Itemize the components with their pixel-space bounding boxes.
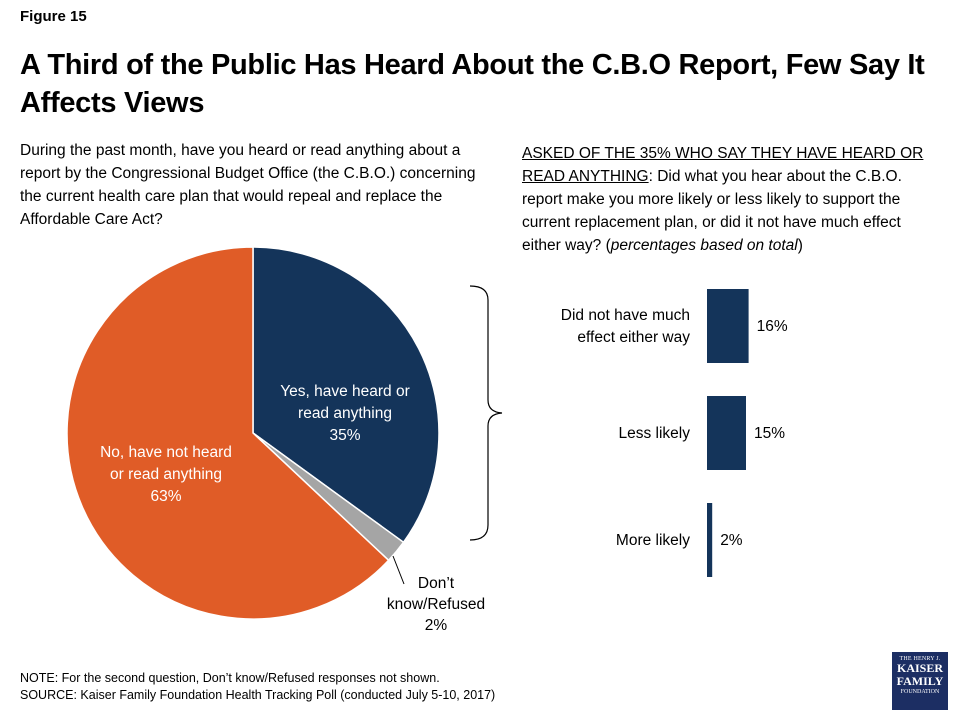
pie-label-yes: Yes, have heard or bbox=[280, 383, 410, 400]
pie-label-dont-know: Don’t bbox=[418, 575, 455, 592]
pie-slice-no bbox=[66, 246, 390, 620]
bar-value-label: 15% bbox=[754, 425, 785, 442]
pie-leader-line bbox=[392, 555, 405, 585]
pie-label-yes: read anything bbox=[298, 405, 392, 422]
logo-line-4: FOUNDATION bbox=[900, 689, 940, 695]
source-text: SOURCE: Kaiser Family Foundation Health … bbox=[20, 688, 496, 702]
pie-label-no: 63% bbox=[150, 488, 181, 505]
figure-label: Figure 15 bbox=[20, 8, 87, 25]
logo-line-1: THE HENRY J. bbox=[899, 656, 941, 662]
bar-category-label: More likely bbox=[616, 532, 690, 549]
bar-value-label: 16% bbox=[757, 318, 788, 335]
bar-category-label: effect either way bbox=[577, 329, 690, 346]
pie-slice-yes bbox=[252, 246, 440, 544]
bar-value-label: 2% bbox=[720, 532, 743, 549]
bar-1 bbox=[707, 396, 746, 470]
question-2: ASKED OF THE 35% WHO SAY THEY HAVE HEARD… bbox=[522, 142, 942, 257]
bar-category-label: Less likely bbox=[619, 425, 691, 442]
pie-label-dont-know: know/Refused bbox=[387, 596, 485, 613]
question-2-prefix: ASKED OF THE 35% WHO SAY THEY HAVE HEARD… bbox=[522, 145, 924, 185]
question-1: During the past month, have you heard or… bbox=[20, 142, 476, 228]
question-2-body: : Did what you hear about the C.B.O. rep… bbox=[522, 168, 902, 254]
pie-label-no: No, have not heard bbox=[100, 444, 232, 461]
bracket bbox=[469, 285, 503, 541]
pie-label-yes: 35% bbox=[329, 427, 360, 444]
bar-category-label: Did not have much bbox=[561, 307, 690, 324]
logo-line-2: KAISER bbox=[896, 661, 943, 675]
question-2-italic: percentages based on total bbox=[610, 237, 798, 254]
question-2-suffix: ) bbox=[797, 237, 803, 254]
kff-logo: THE HENRY J. KAISER FAMILY FOUNDATION bbox=[892, 652, 948, 710]
bar-2 bbox=[707, 503, 713, 577]
footnotes: NOTE: For the second question, Don’t kno… bbox=[20, 670, 495, 704]
note-text: NOTE: For the second question, Don’t kno… bbox=[20, 671, 440, 685]
bar-0 bbox=[707, 289, 749, 363]
pie-label-no: or read anything bbox=[110, 466, 222, 483]
logo-line-3: FAMILY bbox=[896, 674, 944, 688]
pie-label-dont-know: 2% bbox=[425, 617, 448, 634]
page-title: A Third of the Public Has Heard About th… bbox=[20, 49, 925, 119]
